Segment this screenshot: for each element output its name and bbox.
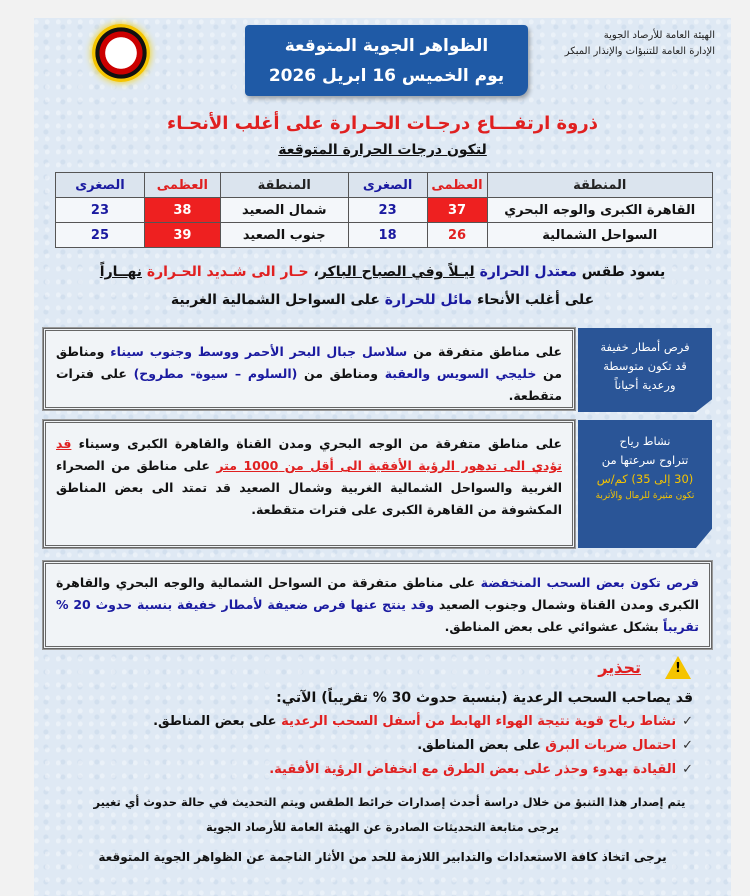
header-max: العظمى: [143, 172, 221, 198]
text: قد تكون متوسطة: [603, 359, 687, 373]
text: يسود طقس: [576, 264, 666, 280]
footer-note: يتم إصدار هذا التنبؤ من خلال دراسة أحدث …: [93, 795, 686, 809]
text: على مناطق متفرقة من: [407, 344, 563, 359]
min-temp: 18: [347, 222, 428, 248]
table-caption: لتكون درجات الحرارة المتوقعة: [278, 142, 487, 158]
text: خليجي السويس والعقبة: [384, 366, 537, 381]
check-icon: ✓: [682, 762, 693, 777]
org-name: الهيئة العامة للأرصاد الجوية: [603, 30, 715, 41]
text: على مناطق من الصحراء الغربية والسواحل ال…: [56, 458, 562, 517]
footer-note: يرجى متابعة التحديثات الصادرة عن الهيئة …: [206, 820, 559, 834]
weather-bulletin: الظواهر الجوية المتوقعة يوم الخميس 16 اب…: [34, 18, 731, 896]
text: على أغلب الأنحاء: [472, 292, 595, 308]
text: فرص تكون بعض السحب المنخفضة: [480, 575, 699, 590]
text: ومناطق من: [56, 344, 562, 381]
header-region: المنطقة: [486, 172, 713, 198]
check-icon: ✓: [682, 738, 693, 753]
min-temp: 23: [55, 197, 145, 223]
text: ،: [308, 264, 319, 280]
header-region: المنطقة: [219, 172, 349, 198]
table-row: القاهرة الكبرى والوجه البحري 37 23 شمال …: [55, 197, 713, 223]
text: على بعض المناطق.: [417, 738, 546, 753]
text: وقد ينتج عنها فرص ضعيفة لأمطار خفيفة بنس…: [56, 597, 699, 634]
text: نهــاراً: [99, 264, 142, 280]
rain-text: على مناطق متفرقة من سلاسل جبال البحر الأ…: [42, 327, 576, 411]
warning-item: ✓ احتمال ضربات البرق على بعض المناطق.: [417, 738, 693, 753]
text: حـار الى شـديد الحـرارة: [146, 264, 309, 280]
warning-title: تحذير: [598, 658, 641, 677]
max-temp: 26: [426, 222, 488, 248]
check-icon: ✓: [682, 714, 693, 729]
warning-intro: قد يصاحب السحب الرعدية (بنسبة حدوث 30 % …: [276, 690, 693, 706]
min-temp: 25: [55, 222, 145, 248]
wind-label: نشاط رياح تتراوح سرعتها من (30 إلى 35) ك…: [578, 420, 712, 548]
table-header: المنطقة العظمى الصغرى المنطقة العظمى الص…: [55, 172, 713, 198]
header-max: العظمى: [426, 172, 488, 198]
text: (السلوم – سيوة- مطروح): [133, 366, 298, 381]
text: تكون مثيرة للرمال والأتربة: [595, 491, 695, 501]
org-info: الهيئة العامة للأرصاد الجوية الإدارة الع…: [565, 28, 715, 60]
text: على فترات متقطعة.: [56, 366, 562, 403]
footer-alert: يرجى اتخاذ كافة الاستعدادات والتدابير ال…: [98, 850, 667, 864]
max-temp: 37: [426, 197, 488, 223]
max-temp: 39: [143, 222, 221, 248]
text: نشاط رياح قوية نتيجة الهواء الهابط من أس…: [281, 714, 677, 729]
region: القاهرة الكبرى والوجه البحري: [486, 197, 713, 223]
title-banner: الظواهر الجوية المتوقعة يوم الخميس 16 اب…: [245, 25, 528, 96]
headline: ذروة ارتفـــاع درجـات الحـرارة على أغلب …: [167, 113, 598, 134]
text: قد تؤدي الى تدهور الرؤية الأفقية الى أقل…: [56, 436, 562, 473]
text: تتراوح سرعتها من: [601, 453, 689, 467]
warning-item: ✓ القيادة بهدوء وحذر على بعض الطرق مع انخ…: [269, 762, 693, 777]
text: على السواحل الشمالية الغربية: [170, 292, 385, 308]
region: السواحل الشمالية: [486, 222, 713, 248]
warning-triangle-icon: !: [665, 656, 691, 679]
text: ليـلاً وفي الصباح الباكر: [318, 264, 475, 280]
text: فرص أمطار خفيفة: [600, 340, 690, 354]
text: على مناطق متفرقة من السواحل الشمالية وال…: [56, 575, 700, 612]
text: احتمال ضربات البرق: [545, 738, 677, 753]
max-temp: 38: [143, 197, 221, 223]
summary-line-1: يسود طقس معتدل الحرارة ليـلاً وفي الصباح…: [34, 264, 731, 280]
org-dept: الإدارة العامة للتنبؤات والإنذار المبكر: [564, 46, 715, 57]
text: مائل للحرارة: [384, 292, 473, 308]
text: بشكل عشوائي على بعض المناطق.: [444, 619, 664, 634]
title: الظواهر الجوية المتوقعة: [284, 36, 489, 56]
text: القيادة بهدوء وحذر على بعض الطرق مع انخف…: [269, 762, 677, 777]
wind-text: على مناطق متفرقة من الوجه البحري ومدن ال…: [42, 419, 576, 549]
header-min: الصغرى: [55, 172, 145, 198]
temperature-table: المنطقة العظمى الصغرى المنطقة العظمى الص…: [55, 172, 713, 248]
text: ورعدية أحياناً: [614, 378, 676, 392]
text: نشاط رياح: [619, 434, 671, 448]
region: جنوب الصعيد: [219, 222, 349, 248]
text: ومناطق من: [297, 366, 385, 381]
text: معتدل الحرارة: [479, 264, 577, 280]
header-min: الصغرى: [347, 172, 428, 198]
region: شمال الصعيد: [219, 197, 349, 223]
ema-logo: [92, 24, 150, 82]
text: على مناطق متفرقة من الوجه البحري ومدن ال…: [71, 436, 562, 451]
warning-item: ✓ نشاط رياح قوية نتيجة الهواء الهابط من أ…: [153, 714, 693, 729]
text: سلاسل جبال البحر الأحمر ووسط وجنوب سيناء: [110, 344, 408, 359]
table-row: السواحل الشمالية 26 18 جنوب الصعيد 39 25: [55, 222, 713, 248]
date: يوم الخميس 16 ابريل 2026: [268, 66, 505, 86]
text: (30 إلى 35) كم/س: [596, 472, 694, 486]
rain-label: فرص أمطار خفيفة قد تكون متوسطة ورعدية أح…: [578, 328, 712, 412]
summary-line-2: على أغلب الأنحاء مائل للحرارة على السواح…: [34, 292, 731, 308]
min-temp: 23: [347, 197, 428, 223]
text: على بعض المناطق.: [153, 714, 282, 729]
clouds-text: فرص تكون بعض السحب المنخفضة على مناطق مت…: [42, 560, 713, 650]
